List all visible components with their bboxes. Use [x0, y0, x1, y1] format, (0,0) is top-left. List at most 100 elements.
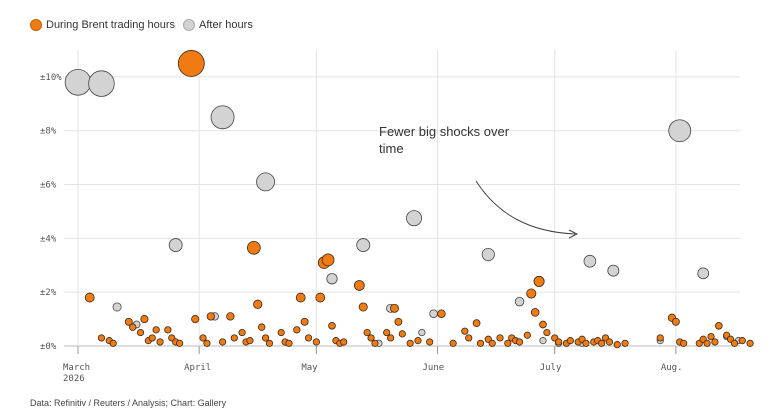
- trading-hours-point: [253, 299, 263, 309]
- trading-hours-point: [164, 326, 172, 334]
- trading-hours-point: [613, 341, 621, 349]
- y-tick-label: ±4%: [40, 234, 57, 244]
- trading-hours-point: [621, 339, 629, 347]
- trading-hours-point: [304, 334, 313, 342]
- trading-hours-point: [315, 292, 326, 303]
- trading-hours-point: [109, 339, 117, 347]
- trading-hours-point: [261, 334, 270, 342]
- after-hours-point: [697, 267, 710, 280]
- legend-item-after-hours: After hours: [183, 19, 253, 31]
- trading-hours-point: [539, 320, 547, 329]
- trading-hours-point: [656, 334, 664, 342]
- x-tick-label: Aug.: [661, 363, 683, 373]
- trading-hours-point: [515, 338, 524, 346]
- trading-hours-point: [406, 339, 414, 347]
- trading-hours-point: [265, 339, 274, 347]
- x-tick-label: March: [63, 363, 90, 373]
- trading-hours-point: [390, 303, 399, 313]
- trading-hours-point: [738, 337, 746, 345]
- trading-hours-point: [206, 312, 216, 321]
- gridlines: [64, 50, 740, 354]
- trading-hours-point: [247, 240, 261, 255]
- trading-hours-point: [363, 328, 371, 337]
- trading-hours-point: [387, 334, 395, 342]
- trading-hours-point: [543, 328, 551, 337]
- trading-hours-point: [383, 328, 391, 337]
- trading-hours-point: [84, 292, 95, 303]
- y-tick-label: ±8%: [40, 127, 57, 137]
- trading-hours-point: [175, 339, 184, 347]
- trading-hours-point: [526, 288, 537, 299]
- trading-hours-point: [582, 339, 590, 347]
- trading-hours-point: [414, 337, 422, 345]
- trading-hours-point: [680, 339, 688, 347]
- trading-hours-point: [257, 323, 266, 331]
- annotation-line-1: Fewer big shocks over: [379, 124, 510, 139]
- after-hours-point: [429, 309, 438, 318]
- trading-hours-point: [605, 338, 614, 346]
- trading-hours-point: [238, 328, 246, 337]
- trading-hours-point: [437, 309, 446, 318]
- trading-hours-point: [295, 292, 306, 303]
- trading-hours-point: [293, 326, 301, 334]
- trading-hours-point: [472, 319, 481, 328]
- after-hours-point: [112, 302, 122, 312]
- legend-label-trading-hours: During Brent trading hours: [46, 19, 176, 31]
- trading-hours-point: [218, 338, 227, 346]
- trading-hours-point: [496, 334, 504, 342]
- after-hours-point: [64, 69, 92, 96]
- y-tick-label: ±6%: [40, 181, 57, 191]
- trading-hours-point: [371, 339, 379, 347]
- trading-hours-point: [730, 339, 739, 347]
- after-hours-point: [481, 247, 495, 262]
- trading-hours-point: [426, 338, 434, 346]
- after-hours-point: [326, 273, 338, 285]
- after-hours-point: [668, 119, 692, 143]
- legend-swatch-orange: [30, 19, 42, 31]
- annotation-arrow: [475, 180, 576, 235]
- x-tick-label: April: [184, 363, 211, 373]
- trading-hours-point: [152, 326, 160, 334]
- trading-hours-point: [488, 339, 496, 347]
- legend-swatch-gray: [183, 19, 196, 31]
- trading-hours-point: [124, 317, 133, 326]
- trading-hours-point: [285, 339, 293, 347]
- trading-hours-point: [230, 334, 238, 342]
- trading-hours-point: [711, 338, 719, 346]
- trading-hours-point: [461, 327, 469, 335]
- trading-hours-point: [465, 334, 473, 342]
- trading-hours-point: [321, 253, 335, 267]
- trading-hours-point: [148, 334, 156, 342]
- trading-hours-point: [246, 337, 254, 345]
- trading-hours-point: [191, 315, 200, 324]
- trading-hours-point: [449, 339, 457, 347]
- trading-hours-point: [598, 339, 606, 347]
- trading-hours-point: [156, 338, 164, 346]
- trading-hours-point: [300, 317, 309, 326]
- y-tick-label: ±10%: [40, 73, 62, 83]
- trading-hours-point: [746, 339, 754, 347]
- x-tick-label: July: [540, 363, 562, 373]
- trading-hours-point: [177, 50, 205, 77]
- after-hours-point: [418, 328, 426, 337]
- trading-hours-point: [367, 334, 375, 342]
- x-tick-label: June: [422, 363, 444, 373]
- after-hours-point: [607, 264, 620, 277]
- trading-hours-point: [707, 332, 715, 341]
- y-tick-label: ±2%: [40, 288, 57, 298]
- legend: During Brent trading hours After hours: [30, 19, 261, 31]
- trading-hours-point: [97, 334, 106, 342]
- after-hours-point: [583, 254, 597, 268]
- trading-hours-point: [394, 317, 403, 326]
- y-tick-label: ±0%: [40, 342, 57, 352]
- trading-hours-point: [353, 280, 365, 291]
- trading-hours-point: [504, 339, 512, 347]
- legend-item-trading-hours: During Brent trading hours: [30, 19, 175, 31]
- trading-hours-point: [671, 317, 680, 326]
- after-hours-point: [88, 70, 115, 97]
- after-hours-point: [514, 296, 525, 307]
- trading-hours-point: [328, 322, 336, 330]
- trading-hours-point: [523, 331, 531, 339]
